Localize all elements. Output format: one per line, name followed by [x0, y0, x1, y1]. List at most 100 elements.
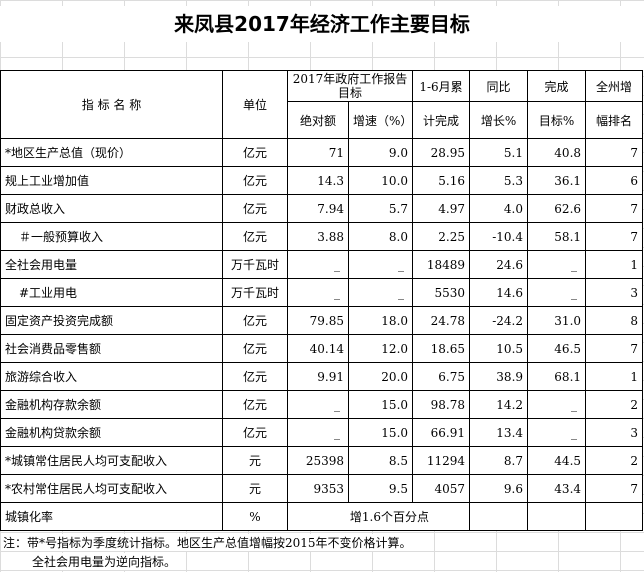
row-growth: _ [347, 278, 414, 307]
header-rank-bottom: 幅排名 [585, 101, 644, 139]
table-row: 全社会用电量 万千瓦时 _ _ 18489 24.6 _ 1 [0, 250, 644, 279]
table-row: 财政总收入 亿元 7.94 5.7 4.97 4.0 62.6 7 [0, 194, 644, 223]
row-ytd: 18489 [412, 250, 471, 279]
row-ytd: 4057 [412, 474, 471, 503]
row-ytd: 66.91 [412, 418, 471, 447]
row-complete-pct: 46.5 [527, 334, 587, 363]
row-growth: _ [347, 250, 414, 279]
row-empty [469, 502, 529, 531]
row-yoy: -10.4 [469, 222, 529, 251]
row-rank: 1 [585, 362, 644, 391]
row-absolute: _ [287, 418, 349, 447]
row-rank: 7 [585, 222, 644, 251]
row-name: 固定资产投资完成额 [0, 306, 223, 335]
row-complete-pct: 43.4 [527, 474, 587, 503]
row-yoy: 14.6 [469, 278, 529, 307]
table-row: 社会消费品零售额 亿元 40.14 12.0 18.65 10.5 46.5 7 [0, 334, 644, 363]
row-unit: 亿元 [222, 390, 288, 419]
table-row: 旅游综合收入 亿元 9.91 20.0 6.75 38.9 68.1 1 [0, 362, 644, 391]
row-ytd: 5.16 [412, 166, 471, 195]
row-complete-pct: 44.5 [527, 446, 587, 475]
row-rank: 8 [585, 306, 644, 335]
row-growth: 20.0 [347, 362, 414, 391]
table-row: #工业用电 万千瓦时 _ _ 5530 14.6 _ 3 [0, 278, 644, 307]
row-absolute: 9353 [287, 474, 349, 503]
row-complete-pct: _ [527, 390, 587, 419]
row-rank: 7 [585, 138, 644, 167]
row-ytd: 28.95 [412, 138, 471, 167]
row-name: 城镇化率 [0, 502, 223, 531]
header-rank-top: 全州增 [585, 70, 644, 102]
header-growth: 增速（%） [347, 101, 414, 139]
row-empty [527, 502, 587, 531]
header-yoy-bottom: 增长% [469, 101, 529, 139]
table-row: 规上工业增加值 亿元 14.3 10.0 5.16 5.3 36.1 6 [0, 166, 644, 195]
row-growth: 5.7 [347, 194, 414, 223]
row-growth: 10.0 [347, 166, 414, 195]
row-unit: 亿元 [222, 194, 288, 223]
footnote-2: 全社会用电量为逆向指标。 [32, 553, 177, 570]
row-name: #工业用电 [0, 278, 223, 307]
row-complete-pct: 68.1 [527, 362, 587, 391]
header-complete-top: 完成 [527, 70, 587, 102]
row-yoy: -24.2 [469, 306, 529, 335]
row-unit: 万千瓦时 [222, 250, 288, 279]
row-unit: 亿元 [222, 166, 288, 195]
row-yoy: 5.3 [469, 166, 529, 195]
row-growth: 9.5 [347, 474, 414, 503]
row-merged-value: 增1.6个百分点 [286, 502, 471, 531]
table-row: 金融机构存款余额 亿元 _ 15.0 98.78 14.2 _ 2 [0, 390, 644, 419]
header-absolute: 绝对额 [287, 101, 349, 139]
row-absolute: 7.94 [287, 194, 349, 223]
row-complete-pct: 31.0 [527, 306, 587, 335]
row-ytd: 2.25 [412, 222, 471, 251]
row-rank: 6 [585, 166, 644, 195]
row-yoy: 4.0 [469, 194, 529, 223]
row-name: ＃一般预算收入 [0, 222, 223, 251]
row-name: 旅游综合收入 [0, 362, 223, 391]
row-rank: 2 [585, 390, 644, 419]
row-growth: 15.0 [347, 390, 414, 419]
row-name: *城镇常住居民人均可支配收入 [0, 446, 223, 475]
row-absolute: 14.3 [287, 166, 349, 195]
row-yoy: 5.1 [469, 138, 529, 167]
row-absolute: _ [287, 278, 349, 307]
row-rank: 7 [585, 474, 644, 503]
row-yoy: 13.4 [469, 418, 529, 447]
row-complete-pct: _ [527, 278, 587, 307]
row-name: 财政总收入 [0, 194, 223, 223]
header-ytd-bottom: 计完成 [412, 101, 471, 139]
row-unit: 亿元 [222, 306, 288, 335]
row-rank: 7 [585, 194, 644, 223]
table-row: *城镇常住居民人均可支配收入 元 25398 8.5 11294 8.7 44.… [0, 446, 644, 475]
row-unit: 亿元 [222, 362, 288, 391]
row-name: *地区生产总值（现价） [0, 138, 223, 167]
row-complete-pct: 62.6 [527, 194, 587, 223]
row-unit: 元 [222, 474, 288, 503]
row-absolute: 40.14 [287, 334, 349, 363]
row-absolute: 79.85 [287, 306, 349, 335]
row-empty [585, 502, 644, 531]
row-rank: 7 [585, 334, 644, 363]
row-yoy: 8.7 [469, 446, 529, 475]
row-growth: 8.0 [347, 222, 414, 251]
header-indicator: 指 标 名 称 [0, 70, 223, 139]
table-row: 城镇化率 % 增1.6个百分点 [0, 502, 644, 531]
footnote-1: 注：带*号指标为季度统计指标。地区生产总值增幅按2015年不变价格计算。 [3, 534, 412, 551]
row-unit: 亿元 [222, 222, 288, 251]
row-ytd: 98.78 [412, 390, 471, 419]
row-yoy: 10.5 [469, 334, 529, 363]
row-name: *农村常住居民人均可支配收入 [0, 474, 223, 503]
row-rank: 1 [585, 250, 644, 279]
row-complete-pct: _ [527, 418, 587, 447]
row-unit: 元 [222, 446, 288, 475]
row-absolute: 3.88 [287, 222, 349, 251]
row-rank: 3 [585, 418, 644, 447]
row-growth: 9.0 [347, 138, 414, 167]
header-yoy-top: 同比 [469, 70, 529, 102]
row-name: 规上工业增加值 [0, 166, 223, 195]
row-complete-pct: 40.8 [527, 138, 587, 167]
table-row: *农村常住居民人均可支配收入 元 9353 9.5 4057 9.6 43.4 … [0, 474, 644, 503]
row-ytd: 4.97 [412, 194, 471, 223]
row-rank: 2 [585, 446, 644, 475]
